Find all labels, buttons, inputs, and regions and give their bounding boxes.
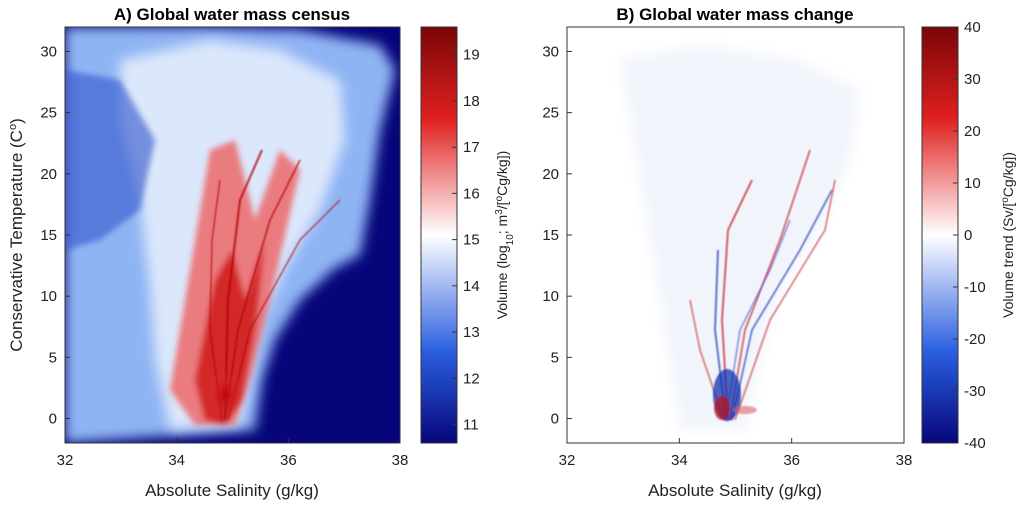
- panel-a-cbtick-label: 18: [463, 93, 480, 110]
- panel-a-core-blob: [207, 370, 243, 420]
- panel-b-cbtick-label: 0: [964, 227, 972, 244]
- panel-b-xtick-label: 36: [783, 452, 800, 469]
- panel-a-heatmap: [65, 27, 400, 443]
- panel-a-ytick-label: 15: [40, 227, 57, 244]
- panel-b-xtick-label: 34: [671, 452, 688, 469]
- panel-a-xtick-label: 32: [57, 452, 74, 469]
- panel-b: B) Global water mass change 32 34 36 38 0 5 10…: [542, 5, 1016, 500]
- panel-a-axes: 32 34 36 38 0 5 10 15 20 25 30: [40, 43, 408, 469]
- panel-a-xtick-label: 34: [168, 452, 185, 469]
- panel-b-ytick-label: 15: [542, 227, 559, 244]
- panel-a-ytick-label: 0: [49, 411, 57, 428]
- panel-b-ytick-label: 25: [542, 105, 559, 122]
- panel-b-ytick-label: 10: [542, 288, 559, 305]
- panel-a-ytick-label: 30: [40, 43, 57, 60]
- panel-b-cbtick-label: -20: [964, 331, 986, 348]
- panel-a-ytick-label: 5: [49, 349, 57, 366]
- panel-a-ylabel: Conservative Temperature (Co): [7, 118, 26, 352]
- panel-a-cbtick-label: 15: [463, 232, 480, 249]
- panel-a-colorbar-label: Volume (log10; m3/[oCg/kg]): [494, 151, 516, 320]
- panel-b-heatmap: [567, 27, 904, 443]
- panel-b-title: B) Global water mass change: [616, 5, 853, 24]
- panel-b-ytick-label: 0: [551, 411, 559, 428]
- panel-b-axes: 32 34 36 38 0 5 10 15 20 25 30: [542, 43, 912, 469]
- panel-b-ytick-label: 5: [551, 349, 559, 366]
- panel-b-faint-envelope: [620, 45, 860, 430]
- panel-b-ytick-label: 30: [542, 43, 559, 60]
- panel-a-left-speckle: [65, 70, 155, 250]
- panel-b-xtick-label: 32: [559, 452, 576, 469]
- panel-b-xlabel: Absolute Salinity (g/kg): [648, 481, 822, 500]
- panel-b-xtick-label: 38: [896, 452, 913, 469]
- panel-b-cbtick-label: 20: [964, 123, 981, 140]
- panel-b-colorbar-ticks: 40 30 20 10 0 -10 -20 -30 -40: [953, 19, 986, 452]
- panel-a-xtick-label: 36: [280, 452, 297, 469]
- panel-b-cbtick-label: -30: [964, 383, 986, 400]
- panel-b-colorbar: [921, 26, 959, 444]
- panel-b-core: [713, 369, 757, 421]
- panel-a-cbtick-label: 17: [463, 139, 480, 156]
- panel-a-ytick-label: 20: [40, 166, 57, 183]
- panel-a-cbtick-label: 19: [463, 47, 480, 64]
- panel-a: A) Global water mass census 32 34 36 38 0 5 10…: [7, 5, 516, 500]
- panel-a-cbtick-label: 13: [463, 324, 480, 341]
- panel-a-ytick-label: 10: [40, 288, 57, 305]
- panel-b-cbtick-label: -10: [964, 279, 986, 296]
- panel-a-cbtick-label: 16: [463, 185, 480, 202]
- panel-a-xtick-label: 38: [392, 452, 409, 469]
- panel-a-cbtick-label: 12: [463, 370, 480, 387]
- panel-b-colorbar-label: Volume trend (Sv/[oCg/kg]): [1000, 152, 1017, 318]
- panel-b-ytick-label: 20: [542, 166, 559, 183]
- panel-a-cbtick-label: 14: [463, 278, 480, 295]
- panel-a-cbtick-label: 11: [463, 417, 479, 434]
- panel-a-xlabel: Absolute Salinity (g/kg): [145, 481, 319, 500]
- panel-a-title: A) Global water mass census: [114, 5, 350, 24]
- panel-b-cbtick-label: 40: [964, 19, 981, 36]
- panel-b-cbtick-label: 10: [964, 175, 981, 192]
- panel-b-cbtick-label: -40: [964, 435, 986, 452]
- panel-a-colorbar: [420, 26, 458, 444]
- panel-a-colorbar-ticks: 11 12 13 14 15 16 17 18 19: [452, 47, 480, 434]
- panel-b-cbtick-label: 30: [964, 71, 981, 88]
- panel-a-ytick-label: 25: [40, 105, 57, 122]
